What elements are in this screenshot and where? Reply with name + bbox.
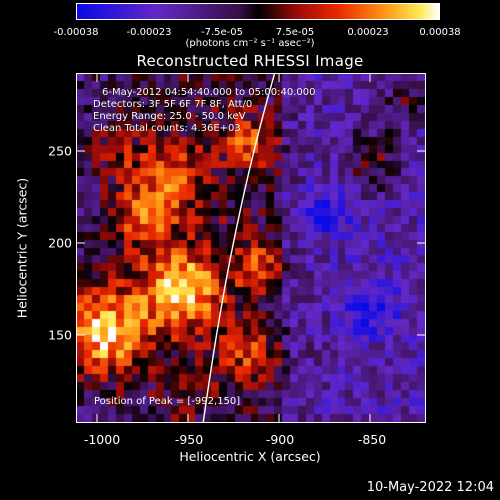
colorbar-tick: 7.5e-05 — [275, 27, 315, 38]
x-tick-label: -1000 — [83, 432, 121, 447]
y-tick-label: 200 — [48, 235, 72, 251]
x-axis-label: Heliocentric X (arcsec) — [179, 449, 321, 464]
y-tick-label: 150 — [48, 327, 72, 343]
x-tick-label: -900 — [265, 432, 295, 447]
colorbar-tick: 0.00038 — [419, 27, 461, 38]
colorbar-tick: -7.5e-05 — [201, 27, 243, 38]
image-plot — [76, 73, 426, 423]
rhessi-image — [77, 74, 425, 422]
plot-title: Reconstructed RHESSI Image — [136, 52, 364, 70]
algorithm-label: Clean Total counts: 4.36E+03 — [93, 123, 241, 134]
x-tick-label: -850 — [357, 432, 387, 447]
time-range-label: 6-May-2012 04:54:40.000 to 05:00:40.000 — [102, 87, 316, 98]
solar-limb-line — [202, 74, 276, 422]
timestamp: 10-May-2022 12:04 — [366, 480, 494, 495]
colorbar-tick: -0.00038 — [53, 27, 99, 38]
x-tick-label: -950 — [174, 432, 204, 447]
colorbar-tick: 0.00023 — [347, 27, 389, 38]
colorbar-tick: -0.00023 — [126, 27, 172, 38]
peak-position-label: Position of Peak = [-992,150] — [94, 396, 241, 407]
colorbar-units: (photons cm⁻² s⁻¹ asec⁻²) — [185, 38, 315, 49]
y-axis-label: Heliocentric Y (arcsec) — [14, 177, 30, 319]
colorbar — [76, 3, 440, 20]
detectors-label: Detectors: 3F 5F 6F 7F 8F, Att/0 — [93, 99, 253, 110]
y-tick-label: 250 — [48, 143, 72, 159]
energy-range-label: Energy Range: 25.0 - 50.0 keV — [93, 111, 246, 122]
limb-overlay — [202, 74, 276, 422]
